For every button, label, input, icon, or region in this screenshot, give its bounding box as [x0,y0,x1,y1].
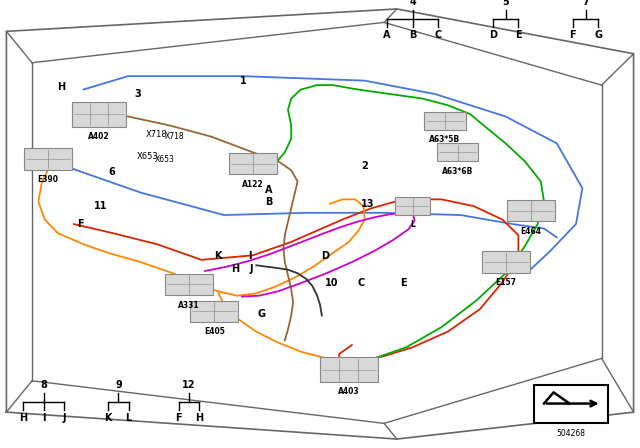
Text: 4: 4 [410,0,416,7]
Text: 10: 10 [324,278,339,288]
Text: 5: 5 [502,0,509,7]
Text: 2: 2 [362,161,368,171]
Text: E: E [400,278,406,288]
Bar [191,301,239,322]
Text: B: B [265,198,273,207]
Text: H: H [232,264,239,274]
Bar [437,143,479,161]
Text: F: F [570,30,576,40]
Text: X718: X718 [165,132,185,141]
Text: G: G [595,30,602,40]
Text: 12: 12 [182,380,196,390]
Text: J: J [62,413,66,423]
Text: J: J [250,264,253,274]
Text: A331: A331 [178,301,200,310]
Text: 11: 11 [94,201,108,211]
Text: 7: 7 [582,0,589,7]
Text: K: K [104,413,112,423]
Bar [424,112,466,130]
Bar [396,197,431,215]
Text: 9: 9 [115,380,122,390]
Text: E: E [515,30,522,40]
Text: H: H [19,413,27,423]
Text: D: D [489,30,497,40]
Text: B: B [409,30,417,40]
Text: G: G [257,309,265,319]
Text: 6: 6 [109,168,115,177]
Text: X653: X653 [155,155,175,164]
Text: I: I [248,251,252,261]
Text: X718: X718 [146,130,168,139]
Text: A403: A403 [338,387,360,396]
Text: H: H [195,413,203,423]
Bar [507,200,555,221]
Text: A63*6B: A63*6B [442,167,473,176]
Text: H: H [57,82,65,92]
Text: 8: 8 [40,380,47,390]
Text: E157: E157 [495,278,516,287]
Text: A: A [383,30,391,40]
Bar [72,102,127,126]
Text: 3: 3 [134,89,141,99]
Bar [165,274,212,295]
Text: X653: X653 [136,152,158,161]
Text: I: I [42,413,45,423]
Bar [534,385,608,423]
Text: C: C [435,30,442,40]
Bar [320,358,378,382]
Text: E464: E464 [521,227,541,236]
Text: 13: 13 [361,199,375,209]
Text: C: C [358,278,365,288]
Text: E390: E390 [38,175,58,184]
Text: A122: A122 [242,180,264,189]
Text: F: F [175,413,182,423]
Text: 1: 1 [240,76,246,86]
Text: A: A [265,185,273,195]
Bar [229,153,277,174]
Text: L: L [410,220,415,229]
Text: L: L [125,413,132,423]
Text: D: D [321,251,329,261]
Text: A63*5B: A63*5B [429,135,460,144]
Text: 504268: 504268 [557,429,586,438]
Bar [482,251,530,273]
Text: F: F [77,219,83,229]
Text: K: K [214,251,221,261]
Bar [24,148,72,170]
Text: E405: E405 [204,327,225,336]
Text: A402: A402 [88,132,110,141]
